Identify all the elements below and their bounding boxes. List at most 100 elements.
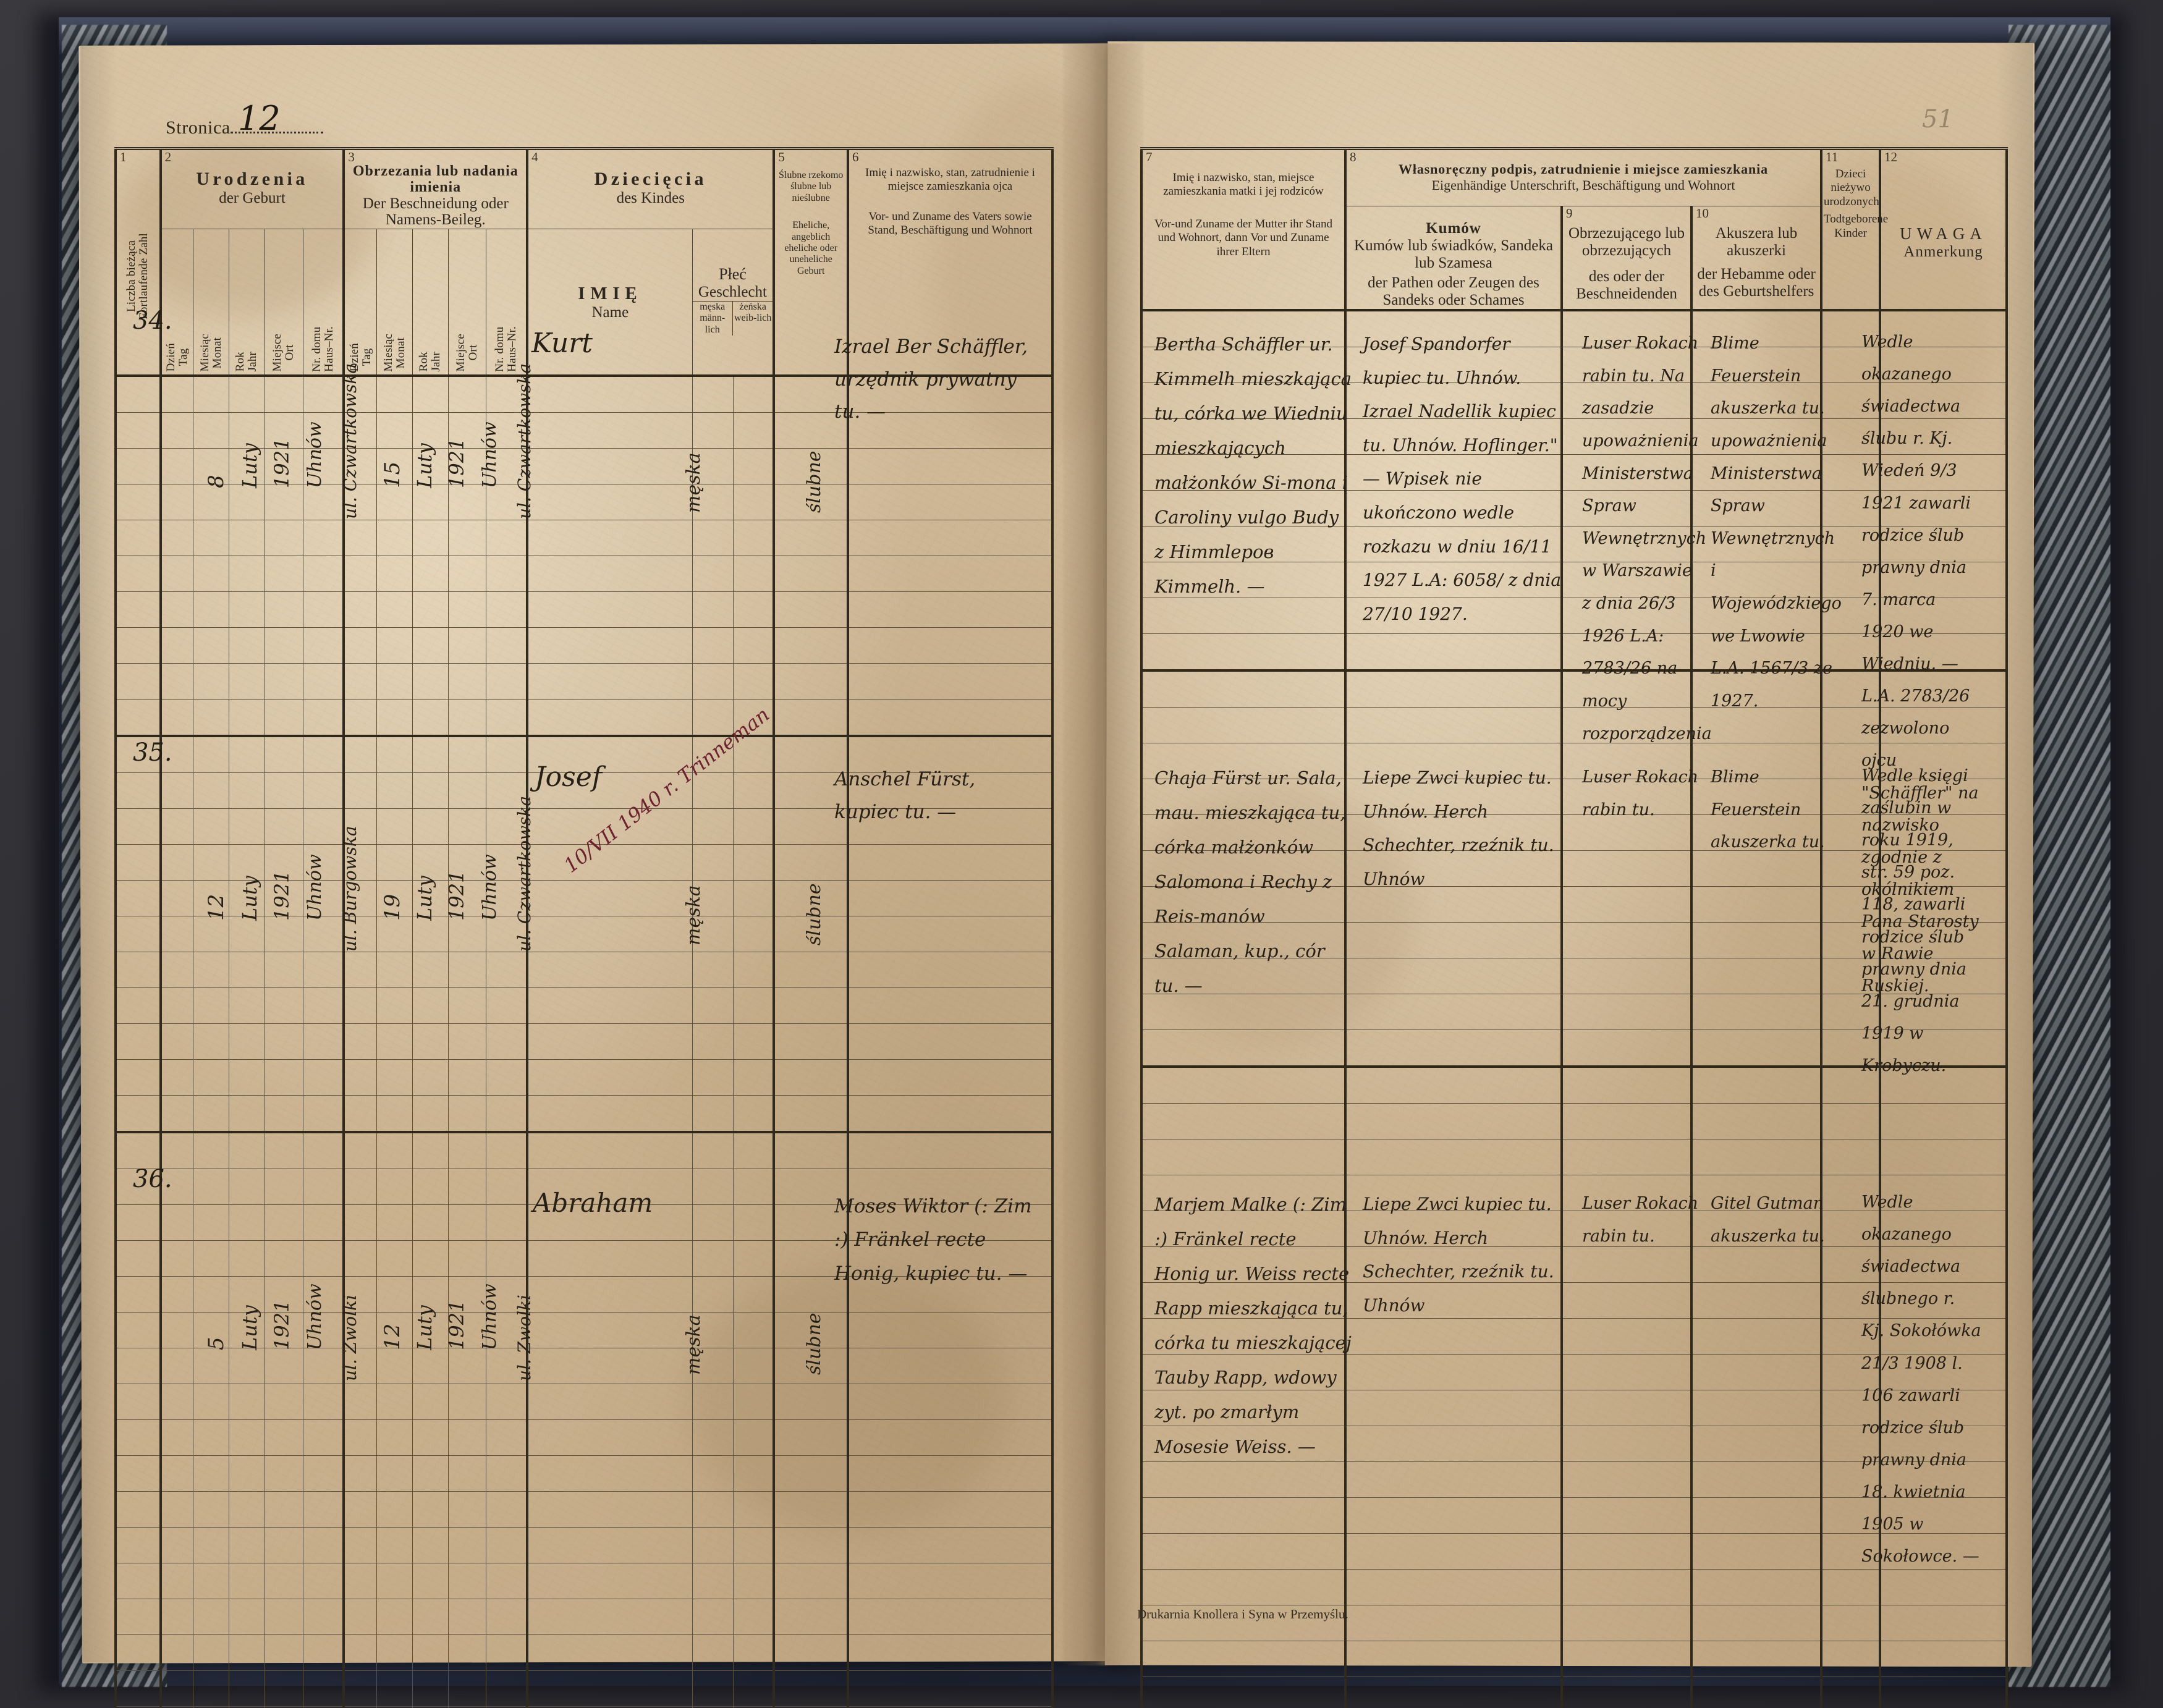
group-title-pl: Własnoręczny podpis, zatrudnienie i miej… — [1398, 161, 1769, 177]
col-10-label-pl: Akuszera lub akuszerki — [1715, 225, 1798, 259]
sub-year-pl: Rok — [417, 352, 431, 372]
col-3-sub-place: Miejsce Ort — [447, 228, 487, 376]
col-12-label-de: Anmerkung — [1903, 243, 1983, 260]
col-12-number: 12 — [1884, 150, 1898, 164]
entry-number: 34. — [133, 307, 172, 335]
col-4-sex-female: żeńska weib-lich — [733, 302, 772, 336]
col-12-label-pl: UWAGA — [1900, 224, 1987, 243]
col-4-sex-pl: Płeć — [719, 264, 747, 283]
register-table-right: 7 Imię i nazwisko, stan, miejsce zamiesz… — [1140, 147, 2008, 1708]
col-12-header: 12 UWAGA Anmerkung — [1879, 147, 2008, 311]
col-11-header: 11 Dzieci nieżywo urodzonych Todtgeboren… — [1820, 147, 1889, 311]
col-7-number: 7 — [1146, 150, 1153, 164]
col-1-number: 1 — [120, 150, 127, 164]
col-9-label-de: des oder der Beschneidenden — [1576, 268, 1677, 302]
col-11-label-pl: Dzieci nieżywo urodzonych — [1824, 167, 1879, 208]
sub-day-pl: Dzień — [347, 343, 361, 372]
col-2-sub-place: Miejsce Ort — [264, 228, 303, 376]
col-3-sub-year: Rok Jahr — [412, 228, 449, 376]
sub-place-pl: Miejsce — [454, 334, 468, 372]
header-subrow: Dzień Tag Miesiąc Monat Rok Jahr Miejsce Ort… — [116, 228, 1052, 376]
sub-place-de: Ort — [283, 345, 297, 361]
sub-day-de: Tag — [177, 349, 190, 367]
col-3-sub-house: Nr. domu Haus–Nr. — [486, 228, 528, 376]
col-2-title-de: der Geburt — [219, 190, 286, 206]
col-9-number: 9 — [1566, 206, 1573, 221]
col-4-name-pl: IMIĘ — [578, 283, 643, 303]
sub-month-de: Monat — [210, 337, 224, 369]
col-3-sub-day: Dzień Tag — [342, 228, 378, 376]
col-6-header: 6 Imię i nazwisko, stan, zatrudnienie i … — [846, 146, 1054, 376]
printer-imprint: Drukarnia Knollera i Syna w Przemyślu. — [1137, 1607, 1348, 1621]
col-1-label-pl: Liczba bieżąca — [125, 240, 138, 313]
page-edge-shade-left — [80, 44, 117, 1662]
col-5-header: 5 Ślubne rzekomo ślubne lub nieślubne Eh… — [772, 146, 849, 376]
sub-month-pl: Miesiąc — [198, 334, 211, 372]
sub-year-de: Jahr — [430, 352, 443, 372]
right-page-corner-mark: 51 — [1922, 105, 1953, 133]
header-row-group-right: 7 Imię i nazwisko, stan, miejsce zamiesz… — [1140, 147, 2008, 311]
col-11-label-de: Todtgeborene Kinder — [1824, 213, 1889, 240]
col-8-title-pl-a: Kumów — [1426, 220, 1481, 237]
col-3-header: 3 Obrzezania lub nadania imienia Der Bes… — [342, 147, 528, 229]
col-6-label-de: Vor- und Zuname des Vaters sowie Stand, … — [868, 209, 1033, 237]
sub-day-pl: Dzień — [164, 343, 178, 372]
col-2-sub-year: Rok Jahr — [229, 228, 265, 376]
group-title-de: Eigenhändige Unterschrift, Beschäftigung… — [1431, 177, 1735, 193]
col-5-label-de: Eheliche, angeblich eheliche oder unehel… — [784, 220, 838, 276]
sub-month-de: Monat — [394, 337, 407, 369]
col-6-number: 6 — [852, 150, 859, 164]
col-4-number: 4 — [531, 150, 538, 164]
page-number-handwritten: 12 — [238, 99, 281, 138]
sub-month-pl: Miesiąc — [381, 334, 395, 372]
col-2-header: 2 Urodzenia der Geburt — [159, 147, 344, 229]
sex-male-pl: męska — [700, 301, 726, 312]
col-3-title-pl: Obrzezania lub nadania imienia — [352, 163, 519, 195]
col-3-sub-month: Miesiąc Monat — [376, 228, 413, 376]
col-4-sub-name: IMIĘ Name — [526, 228, 693, 376]
col-4-sub-sex: Płeć Geschlecht męska männ-lich żeńska w… — [692, 228, 774, 376]
sub-year-pl: Rok — [234, 352, 247, 372]
col-8-title-de: der Pathen oder Zeugen des Sandeks oder … — [1368, 274, 1539, 308]
register-table-left: 1 Liczba bieżąca Fortlaufende Zahl 2 Uro… — [114, 146, 1054, 1708]
sex-female-de: weib-lich — [734, 313, 772, 324]
stronica-label: Stronica — [166, 117, 323, 138]
sub-house-de: Haus–Nr. — [506, 326, 519, 372]
sub-year-de: Jahr — [246, 352, 260, 372]
col-7-label-pl: Imię i nazwisko, stan, miejsce zamieszka… — [1163, 171, 1324, 198]
sub-place-de: Ort — [467, 345, 480, 361]
col-11-number: 11 — [1826, 150, 1839, 164]
sub-house-de: Haus–Nr. — [322, 326, 336, 372]
header-row-group: 1 Liczba bieżąca Fortlaufende Zahl 2 Uro… — [114, 146, 1054, 376]
col-4-sex-male: męska männ-lich — [693, 301, 733, 336]
sub-house-pl: Nr. domu — [310, 326, 323, 372]
col-8-number: 8 — [1350, 150, 1357, 164]
col-2-number: 2 — [164, 150, 172, 164]
sex-female-pl: żeńska — [739, 301, 766, 312]
col-5-label-pl: Ślubne rzekomo ślubne lub nieślubne — [778, 170, 844, 203]
book-gutter-shadow — [1063, 43, 1143, 1665]
col-3-title-de: Der Beschneidung oder Namens-Beileg. — [362, 195, 509, 229]
col-4-title-de: des Kindes — [616, 190, 685, 206]
stronica-text: Stronica — [166, 117, 231, 138]
col-4-sex-de: Geschlecht — [698, 283, 767, 300]
col-4-header: 4 Dziecięcia des Kindes — [526, 147, 774, 229]
sub-place-pl: Miejsce — [271, 334, 284, 372]
col-10-header-sub: 10 Akuszera lub akuszerki der Hebamme od… — [1690, 206, 1822, 311]
col-8-title-pl-b: Kumów lub świadków, Sandeka lub Szamesa — [1354, 237, 1553, 271]
col-5-number: 5 — [778, 150, 785, 164]
sub-day-de: Tag — [360, 349, 373, 367]
col-3-number: 3 — [348, 150, 355, 164]
col-10-label-de: der Hebamme oder des Geburtshelfers — [1697, 266, 1816, 300]
col-6-label-pl: Imię i nazwisko, stan, zatrudnienie i mi… — [865, 166, 1035, 193]
col-1-header: 1 Liczba bieżąca Fortlaufende Zahl — [114, 146, 161, 376]
col-2-sub-day: Dzień Tag — [159, 228, 194, 376]
col-2-sub-house: Nr. domu Haus–Nr. — [302, 228, 344, 376]
col-10-number: 10 — [1696, 206, 1709, 221]
sex-male-de: männ-lich — [700, 313, 726, 335]
header-subrow-right: Kumów Kumów lub świadków, Sandeka lub Sz… — [1141, 206, 2007, 311]
col-7-label-de: Vor-und Zuname der Mutter ihr Stand und … — [1154, 217, 1332, 258]
col-7-header: 7 Imię i nazwisko, stan, miejsce zamiesz… — [1140, 147, 1346, 311]
col-9-label-pl: Obrzezującego lub obrzezujących — [1568, 225, 1685, 259]
col-8-header-sub: Kumów Kumów lub świadków, Sandeka lub Sz… — [1344, 206, 1562, 311]
